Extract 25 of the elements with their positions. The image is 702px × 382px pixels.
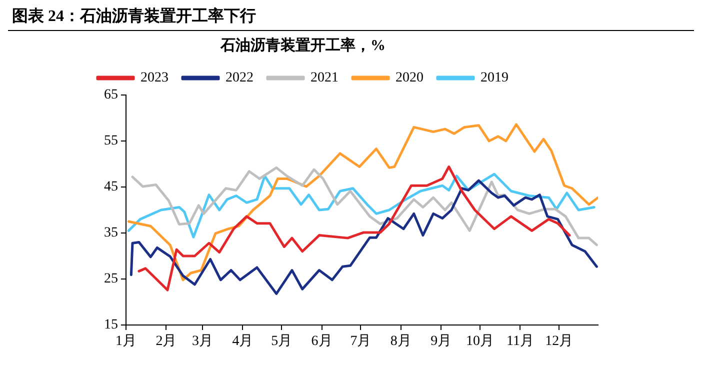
y-tick-label: 65	[104, 88, 118, 103]
x-tick-label: 12月	[545, 334, 574, 350]
y-tick-label: 45	[104, 180, 118, 195]
x-tick-label: 2月	[156, 334, 177, 350]
y-tick-label: 55	[104, 134, 118, 149]
x-tick-label: 11月	[506, 334, 534, 350]
x-tick-label: 4月	[232, 334, 254, 350]
legend-label: 2023	[140, 70, 168, 86]
legend-label: 2021	[310, 70, 338, 86]
x-tick-label: 5月	[271, 334, 292, 350]
y-tick-label: 35	[104, 226, 118, 241]
y-tick-label: 25	[104, 272, 118, 287]
x-tick-label: 3月	[192, 334, 214, 350]
chart-title: 图表 24：石油沥青装置开工率下行	[8, 8, 694, 31]
x-tick-label: 7月	[350, 334, 372, 350]
chart-subtitle: 石油沥青装置开工率，%	[220, 36, 386, 54]
x-tick-label: 9月	[430, 334, 452, 350]
legend-label: 2020	[396, 70, 424, 86]
x-tick-label: 1月	[116, 334, 136, 350]
x-tick-label: 8月	[390, 334, 412, 350]
y-tick-label: 15	[104, 318, 118, 333]
x-tick-label: 6月	[311, 334, 332, 350]
legend-label: 2019	[480, 70, 508, 86]
legend-label: 2022	[226, 70, 254, 86]
x-tick-label: 10月	[466, 334, 494, 350]
